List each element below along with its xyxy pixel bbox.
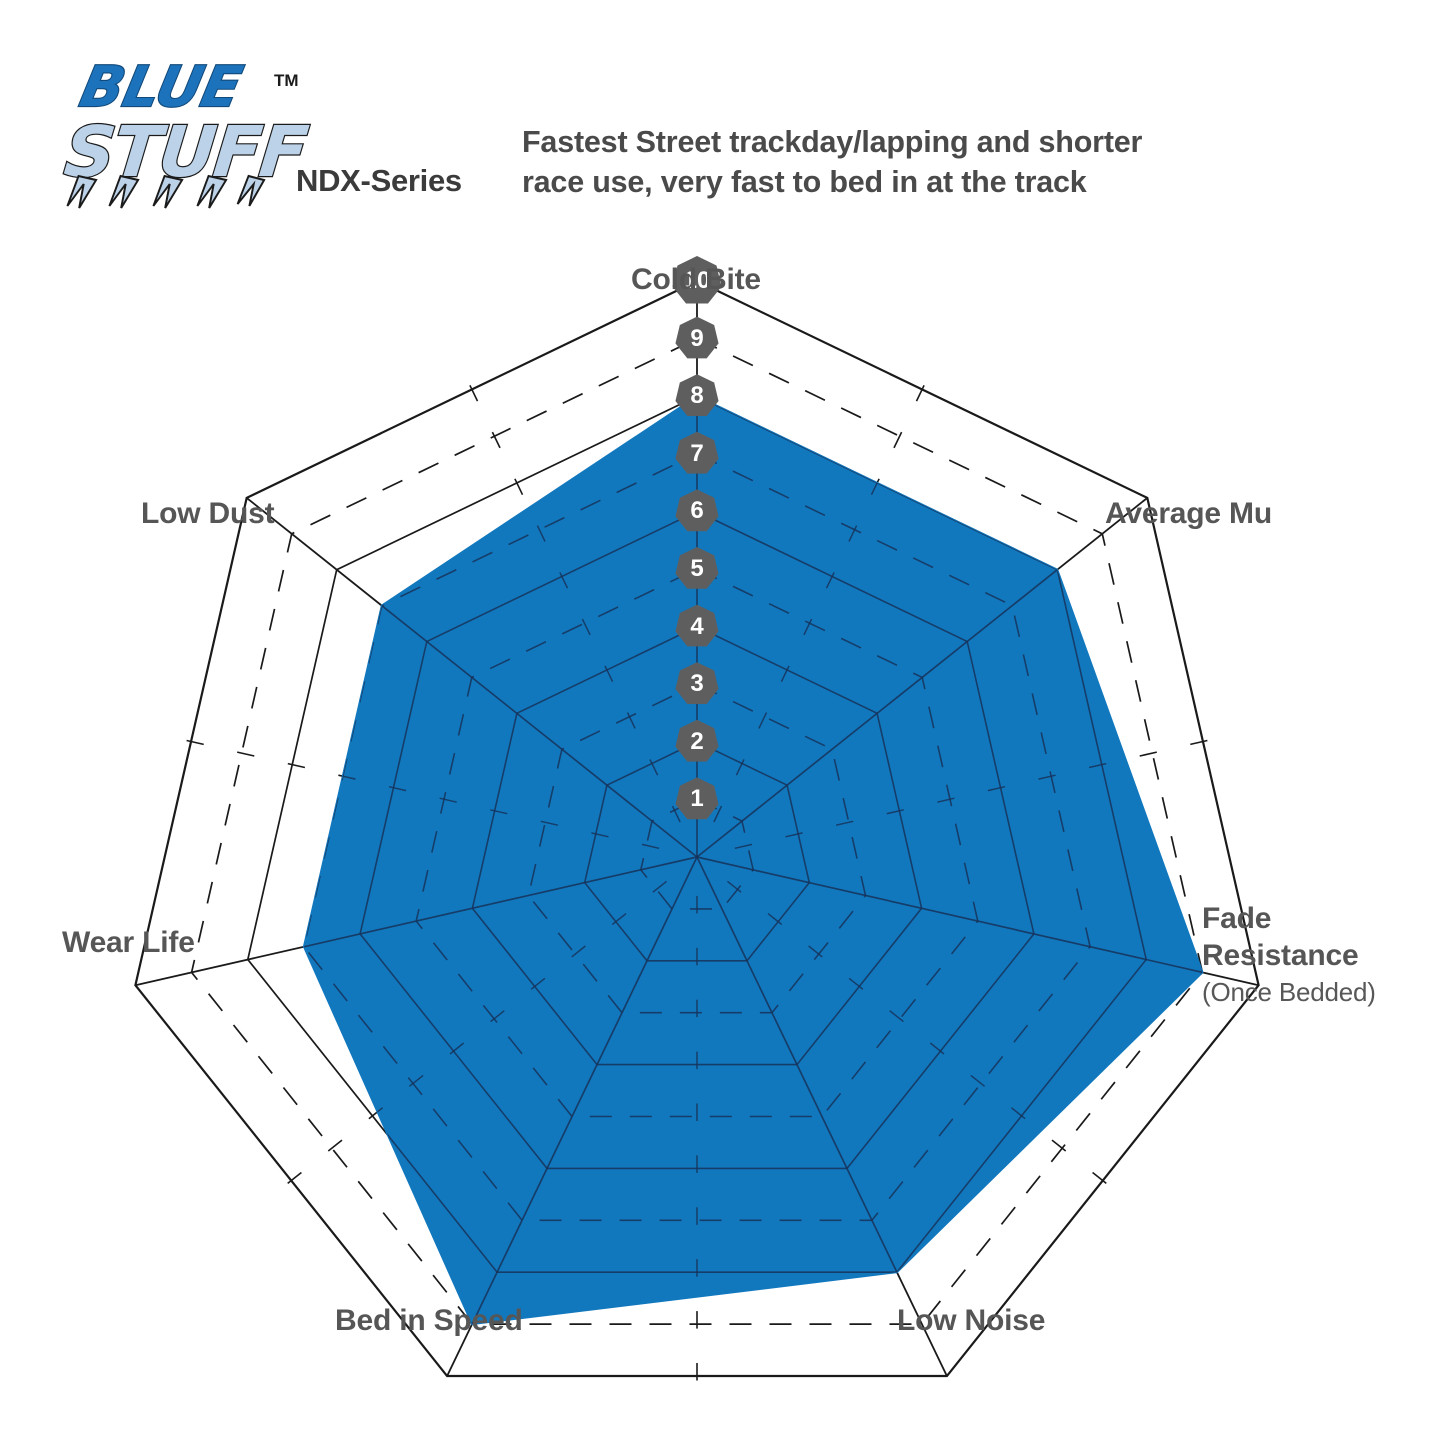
- axis-label-low-noise: Low Noise: [897, 1304, 1046, 1337]
- bluestuff-logo: .lg1{font-family:"DejaVu Sans",sans-seri…: [62, 48, 312, 213]
- ring-tick-over: [540, 820, 559, 826]
- radar-svg: [134, 279, 1260, 1381]
- ring-tick: [514, 478, 524, 496]
- ring-tick: [237, 751, 255, 757]
- scale-badge-label: 6: [690, 497, 704, 525]
- ring-tick-over: [649, 759, 659, 776]
- ring-tick: [915, 384, 925, 402]
- ring-tick-over: [785, 832, 803, 838]
- ring-tick-over: [388, 785, 407, 792]
- ring-tick-over: [626, 712, 636, 729]
- axis-label-low-dust: Low Dust: [141, 497, 275, 530]
- svg-text:STUFF: STUFF: [62, 111, 312, 193]
- ring-tick: [1190, 739, 1208, 746]
- ring-tick-over: [735, 759, 745, 776]
- fade-line-1: Fade: [1202, 902, 1272, 935]
- radar-chart: 1 2 3 4 5 6 7 8 9 10: [0, 230, 1445, 1445]
- ring-tick-over: [835, 820, 854, 826]
- scale-badge-label: 3: [690, 670, 704, 698]
- ring-tick-over: [1088, 762, 1107, 769]
- axis-label-bed-in-speed: Bed in Speed: [335, 1304, 523, 1337]
- ring-tick: [491, 431, 501, 449]
- axis-spoke-over-5: [303, 856, 698, 987]
- ring-tick-over: [1038, 774, 1056, 780]
- tagline: Fastest Street trackday/lapping and shor…: [522, 122, 1262, 202]
- ring-tick-over: [611, 913, 627, 926]
- series-name: NDX-Series: [296, 163, 462, 198]
- data-area: [302, 395, 1204, 1326]
- ring-tick-over: [571, 945, 586, 958]
- ring-tick-over: [758, 712, 768, 729]
- ring-tick-over: [929, 1042, 945, 1055]
- grid-ring-over-5: [415, 568, 979, 1118]
- ring-tick-over: [987, 785, 1006, 792]
- axis-label-average-mu: Average Mu: [1105, 497, 1272, 530]
- ring-tick-over: [767, 913, 783, 926]
- ring-tick-over: [604, 665, 614, 683]
- ring-tick-over: [848, 977, 864, 990]
- page-header: .lg1{font-family:"DejaVu Sans",sans-seri…: [0, 0, 1445, 240]
- scale-badge-label: 2: [690, 727, 704, 755]
- ring-tick: [186, 739, 204, 746]
- ring-tick-over: [449, 1042, 465, 1055]
- fade-sub-note: (Once Bedded): [1202, 977, 1376, 1007]
- ring-tick: [1139, 751, 1157, 757]
- ring-tick-over: [808, 945, 823, 958]
- ring-tick-over: [848, 525, 858, 542]
- ring-tick-over: [591, 832, 609, 838]
- scale-badge-label: 10: [683, 267, 711, 294]
- scale-badge-label: 1: [690, 785, 704, 813]
- data-polygon: [302, 395, 1204, 1326]
- axis-label-wear-life: Wear Life: [62, 926, 195, 959]
- ring-tick-over: [713, 805, 723, 823]
- scale-badge-label: 9: [690, 324, 704, 352]
- scale-badge-label: 8: [690, 382, 704, 410]
- ring-tick-over: [671, 805, 681, 823]
- axis-spoke-over-4: [446, 856, 698, 1325]
- ring-tick-over: [641, 843, 660, 850]
- ring-tick-over: [490, 809, 508, 815]
- ring-tick-over: [825, 572, 835, 589]
- ring-tick-over: [726, 880, 742, 893]
- ring-tick: [287, 762, 306, 769]
- ring-tick-over: [490, 1010, 505, 1023]
- ring-tick-over: [970, 1074, 986, 1087]
- ring-tick: [893, 431, 903, 449]
- ring-tick: [1051, 1139, 1067, 1152]
- ring-tick-over: [803, 618, 813, 636]
- scale-badge-label: 7: [690, 439, 704, 467]
- ring-tick: [1092, 1171, 1107, 1185]
- ring-tick-over: [652, 880, 668, 893]
- ring-tick-over: [408, 1074, 424, 1087]
- ring-tick-over: [559, 572, 569, 589]
- ring-tick-over: [581, 618, 591, 636]
- axis-label-cold-bite: Cold Bite: [631, 263, 761, 296]
- ring-tick-over: [780, 665, 790, 683]
- ring-tick: [287, 1171, 302, 1185]
- ring-tick-over: [889, 1010, 904, 1023]
- ring-tick-over: [439, 797, 457, 803]
- svg-text:BLUE: BLUE: [75, 55, 248, 120]
- scale-badge-label: 5: [690, 555, 704, 582]
- axis-label-fade-resistance: Fade Resistance (Once Bedded): [1202, 900, 1402, 1011]
- ring-tick-over: [536, 525, 546, 542]
- fade-line-2: Resistance: [1202, 939, 1359, 972]
- tagline-line-2: race use, very fast to bed in at the tra…: [522, 165, 1087, 199]
- axis-spoke-over-2: [696, 856, 1203, 987]
- ring-tick-over: [1010, 1107, 1026, 1120]
- ring-tick-over: [734, 843, 753, 850]
- svg-text:TM: TM: [274, 71, 299, 90]
- scale-badge-label: 4: [690, 612, 704, 640]
- ring-tick: [469, 384, 479, 402]
- ring-tick-over: [886, 809, 904, 815]
- ring-tick-over: [937, 797, 955, 803]
- ring-tick-over: [530, 977, 546, 990]
- tagline-line-1: Fastest Street trackday/lapping and shor…: [522, 125, 1143, 159]
- ring-tick: [327, 1139, 343, 1152]
